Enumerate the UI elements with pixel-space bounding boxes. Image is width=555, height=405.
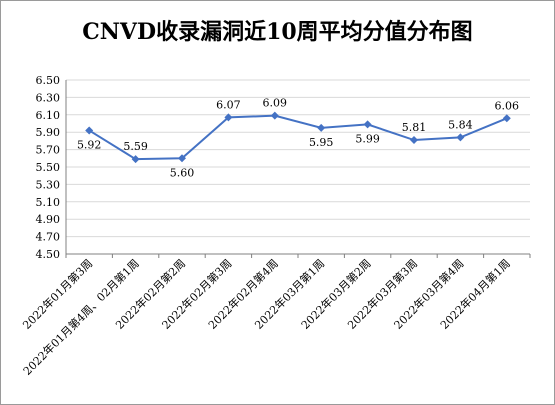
data-point [85, 126, 94, 135]
data-point [178, 154, 186, 163]
data-label: 6.07 [216, 98, 241, 111]
data-point [131, 155, 140, 164]
data-label: 6.06 [495, 99, 520, 112]
data-label: 5.60 [170, 166, 195, 179]
y-tick-label: 5.30 [36, 178, 61, 191]
data-point [270, 111, 279, 120]
data-point [363, 120, 372, 129]
data-label: 5.59 [123, 140, 148, 153]
y-tick-label: 4.50 [36, 248, 61, 261]
data-labels: 5.92 5.59 5.60 6.07 6.09 5.95 5.99 5.81 5.84 6.06 [77, 97, 519, 180]
chart-title: CNVD收录漏洞近10周平均分值分布图 [82, 19, 473, 45]
axes [65, 80, 531, 258]
y-tick-label: 5.10 [36, 196, 61, 209]
data-label: 5.84 [448, 118, 473, 131]
data-point [224, 113, 233, 122]
data-point [456, 133, 465, 142]
y-tick-label: 6.30 [36, 91, 61, 104]
data-point [410, 136, 418, 145]
y-tick-label: 6.50 [36, 74, 61, 87]
y-tick-label: 4.90 [36, 213, 61, 226]
data-label: 5.81 [402, 121, 427, 134]
data-label: 6.09 [263, 97, 288, 110]
data-point [502, 114, 511, 123]
series-line [88, 114, 508, 161]
data-label: 5.92 [77, 138, 102, 151]
y-tick-label: 6.10 [36, 109, 61, 122]
series-line-path [88, 114, 508, 161]
x-tick-labels: 2022年01月第3周2022年01月第4周、02月第1周2022年02月第2周… [20, 256, 513, 378]
y-tick-label: 5.70 [36, 144, 61, 157]
data-point [317, 123, 326, 132]
data-label: 5.99 [355, 132, 380, 145]
y-tick-label: 5.50 [36, 161, 61, 174]
y-tick-label: 4.70 [36, 231, 61, 244]
y-tick-labels: 4.50 4.70 4.90 5.10 5.30 5.50 5.70 5.90 6.10 6.30… [36, 74, 61, 261]
gridlines [66, 79, 530, 255]
y-tick-label: 5.90 [36, 126, 61, 139]
data-points [85, 111, 511, 164]
data-label: 5.95 [309, 136, 334, 149]
